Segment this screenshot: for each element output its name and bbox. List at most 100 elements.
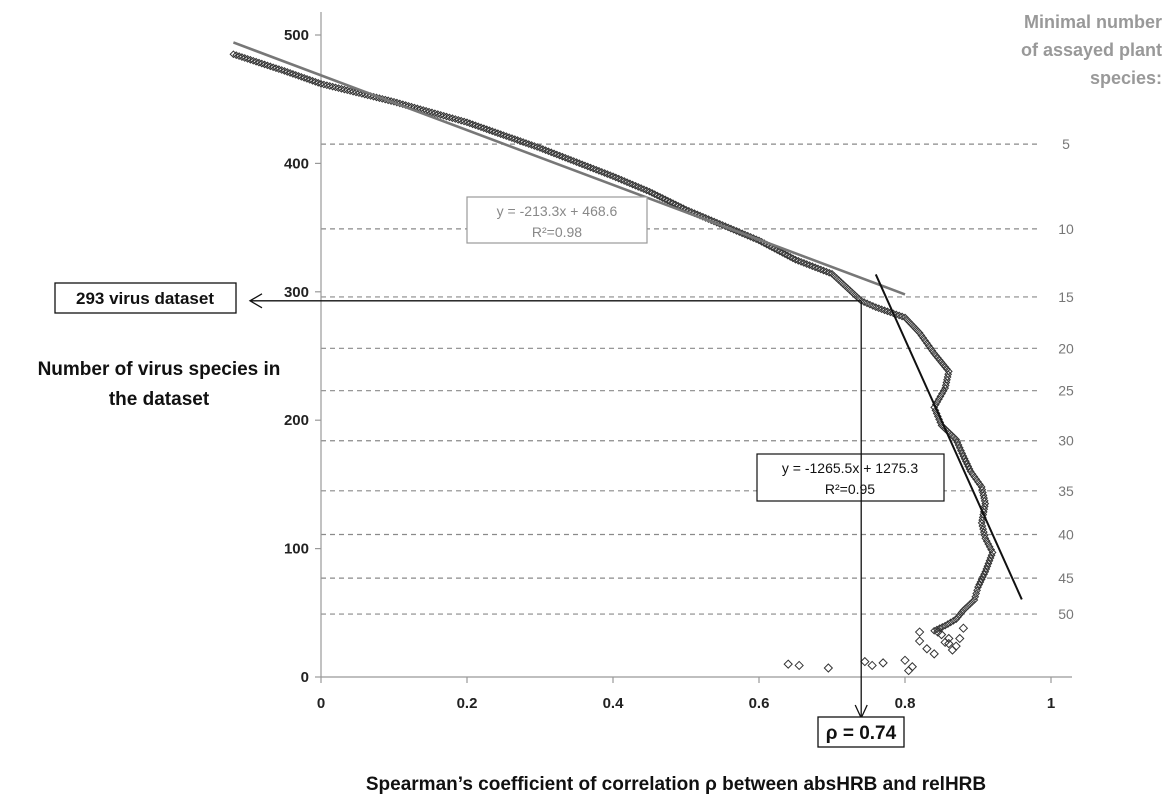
data-point: [832, 274, 841, 282]
data-point: [919, 334, 928, 342]
x-tick-label: 0: [317, 695, 325, 712]
data-point: [924, 341, 933, 350]
data-point: [834, 276, 843, 284]
data-point: [911, 324, 920, 333]
data-point: [929, 649, 939, 659]
threshold-label: 30: [1058, 433, 1074, 449]
data-point: [987, 551, 996, 560]
data-point: [981, 534, 990, 543]
data-point: [954, 441, 963, 449]
data-point: [979, 525, 988, 533]
data-point: [913, 326, 922, 335]
rho-box: [817, 716, 905, 748]
x-tick-label: 0.8: [895, 695, 916, 712]
data-point: [981, 567, 990, 576]
equation-box: [466, 196, 648, 244]
y-axis-label: the dataset: [109, 389, 210, 410]
data-point: [958, 623, 969, 633]
data-point: [926, 344, 935, 353]
data-point: [914, 636, 925, 646]
data-point: [975, 580, 984, 589]
data-point: [952, 435, 961, 444]
data-point: [977, 575, 986, 584]
data-point: [975, 480, 984, 489]
data-point: [909, 322, 918, 331]
data-point: [878, 658, 888, 668]
data-point: [957, 446, 965, 455]
data-point: [988, 548, 997, 557]
y-tick-label: 200: [284, 412, 309, 429]
data-point: [915, 328, 924, 337]
r2-text: R²=0.98: [532, 224, 582, 240]
trendline: [232, 41, 906, 296]
data-point: [933, 397, 942, 406]
data-point: [984, 540, 993, 548]
data-point: [972, 589, 981, 598]
data-point: [959, 452, 968, 461]
data-point: [914, 627, 925, 637]
data-point: [963, 602, 972, 611]
data-point: [970, 472, 979, 481]
threshold-label: 20: [1058, 340, 1074, 356]
x-tick-label: 0.2: [457, 695, 478, 712]
data-point: [794, 660, 804, 671]
data-point: [936, 392, 945, 401]
data-point: [953, 438, 962, 447]
dataset-label: 293 virus dataset: [76, 289, 214, 308]
data-point: [934, 395, 943, 404]
data-point: [936, 629, 947, 640]
data-point: [961, 457, 970, 466]
data-point: [930, 403, 939, 412]
data-point: [905, 317, 914, 326]
rho-label: ρ = 0.74: [826, 723, 897, 744]
dataset-box: [54, 282, 237, 314]
data-point: [966, 600, 974, 608]
data-point: [940, 637, 950, 648]
chart-text: Minimal number of assayed plant species: Nu…: [38, 12, 1162, 795]
data-point: [839, 280, 848, 289]
data-point: [922, 339, 931, 348]
data-point: [860, 656, 870, 667]
threshold-label: 35: [1058, 483, 1074, 499]
data-point: [958, 449, 967, 458]
side-title-line: Minimal number: [1024, 12, 1162, 32]
data-point: [974, 477, 982, 486]
data-point: [985, 542, 994, 551]
data-point: [955, 443, 964, 452]
data-point: [984, 559, 993, 568]
equation-box: [756, 453, 945, 502]
data-point: [980, 570, 988, 579]
data-point: [783, 659, 793, 669]
y-tick-label: 400: [284, 155, 309, 172]
r2-text: R²=0.95: [825, 481, 875, 497]
data-point: [846, 286, 854, 295]
threshold-lines: 5 10 15 20 25 30 35 40 45 50: [321, 136, 1074, 622]
equation-text: y = -213.3x + 468.6: [497, 203, 618, 219]
data-point: [837, 278, 845, 287]
data-point: [841, 282, 850, 291]
threshold-label: 40: [1058, 526, 1074, 542]
x-tick-label: 1: [1047, 695, 1055, 712]
arrowhead: [248, 293, 263, 309]
threshold-label: 5: [1062, 136, 1070, 152]
data-point: [985, 556, 994, 565]
threshold-label: 10: [1058, 221, 1074, 237]
data-point: [978, 572, 987, 581]
data-point: [823, 663, 834, 673]
data-point: [922, 644, 932, 654]
x-tick-label: 0.6: [749, 695, 770, 712]
threshold-label: 45: [1058, 570, 1074, 586]
equation-text: y = -1265.5x + 1275.3: [782, 460, 918, 476]
trendline: [874, 274, 1023, 600]
data-point: [917, 331, 926, 340]
y-tick-label: 500: [284, 27, 309, 44]
data-point: [982, 565, 991, 573]
data-point: [965, 465, 974, 473]
data-point: [903, 665, 914, 676]
data-point: [979, 528, 988, 537]
data-point: [921, 336, 929, 345]
data-point: [867, 660, 877, 671]
data-point: [939, 386, 948, 395]
data-point: [960, 454, 969, 463]
